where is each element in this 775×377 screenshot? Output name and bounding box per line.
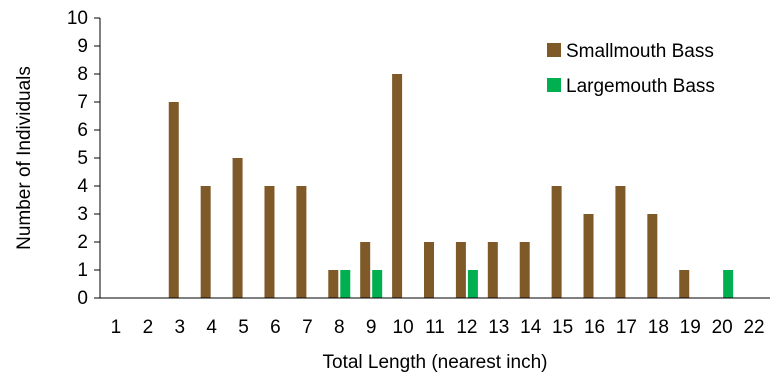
- y-tick-label: 9: [77, 36, 88, 57]
- bar-smallmouth-bass: [647, 214, 658, 298]
- x-axis-title: Total Length (nearest inch): [323, 352, 548, 373]
- x-tick-label: 20: [712, 317, 733, 338]
- x-tick-label: 1: [111, 317, 122, 338]
- bars: [168, 74, 734, 298]
- y-tick-label: 5: [77, 148, 88, 169]
- y-tick-label: 10: [67, 8, 88, 29]
- x-tick-label: 3: [174, 317, 185, 338]
- legend: Smallmouth Bass Largemouth Bass: [547, 41, 715, 97]
- legend-label: Smallmouth Bass: [566, 41, 714, 62]
- x-axis-ticks: 1 2 3 4 5 6 7 8 9 10 11 12 13 14 15 16 17 18 19 20 22: [111, 317, 765, 338]
- y-tick-label: 3: [77, 204, 88, 225]
- y-tick-label: 1: [77, 260, 88, 281]
- y-tick-label: 6: [77, 120, 88, 141]
- x-tick-label: 4: [206, 317, 217, 338]
- x-tick-label: 15: [552, 317, 573, 338]
- bar-smallmouth-bass: [360, 242, 371, 298]
- bar-smallmouth-bass: [168, 102, 179, 298]
- bar-largemouth-bass: [723, 270, 734, 298]
- bar-smallmouth-bass: [232, 158, 243, 298]
- x-tick-label: 19: [680, 317, 701, 338]
- y-tick-label: 2: [77, 232, 88, 253]
- x-tick-label: 13: [488, 317, 509, 338]
- bar-largemouth-bass: [340, 270, 351, 298]
- x-tick-label: 9: [366, 317, 377, 338]
- bar-smallmouth-bass: [615, 186, 626, 298]
- bar-smallmouth-bass: [455, 242, 466, 298]
- bar-smallmouth-bass: [392, 74, 403, 298]
- legend-label: Largemouth Bass: [566, 76, 715, 97]
- y-tick-label: 7: [77, 92, 88, 113]
- bar-smallmouth-bass: [200, 186, 211, 298]
- x-tick-label: 6: [270, 317, 281, 338]
- bar-smallmouth-bass: [296, 186, 307, 298]
- x-tick-label: 11: [425, 317, 445, 338]
- bar-smallmouth-bass: [487, 242, 498, 298]
- y-axis-ticks: 0 1 2 3 4 5 6 7 8 9 10: [67, 8, 100, 309]
- bar-smallmouth-bass: [679, 270, 690, 298]
- x-tick-label: 17: [616, 317, 637, 338]
- x-tick-label: 22: [743, 317, 764, 338]
- bar-largemouth-bass: [467, 270, 478, 298]
- bar-largemouth-bass: [372, 270, 383, 298]
- bar-smallmouth-bass: [328, 270, 339, 298]
- x-tick-label: 14: [520, 317, 542, 338]
- y-axis-title: Number of Individuals: [14, 66, 35, 250]
- bar-smallmouth-bass: [583, 214, 594, 298]
- y-tick-label: 0: [77, 288, 88, 309]
- x-tick-label: 18: [648, 317, 669, 338]
- x-tick-label: 8: [334, 317, 345, 338]
- x-tick-label: 10: [393, 317, 414, 338]
- x-tick-label: 16: [584, 317, 605, 338]
- bar-smallmouth-bass: [264, 186, 275, 298]
- x-tick-label: 2: [143, 317, 154, 338]
- legend-swatch: [547, 43, 561, 57]
- bar-smallmouth-bass: [551, 186, 562, 298]
- legend-swatch: [547, 78, 561, 92]
- y-tick-label: 8: [77, 64, 88, 85]
- bar-smallmouth-bass: [424, 242, 434, 298]
- y-tick-label: 4: [77, 176, 88, 197]
- x-tick-label: 5: [238, 317, 249, 338]
- x-tick-label: 7: [302, 317, 313, 338]
- x-tick-label: 12: [456, 317, 477, 338]
- bar-smallmouth-bass: [519, 242, 530, 298]
